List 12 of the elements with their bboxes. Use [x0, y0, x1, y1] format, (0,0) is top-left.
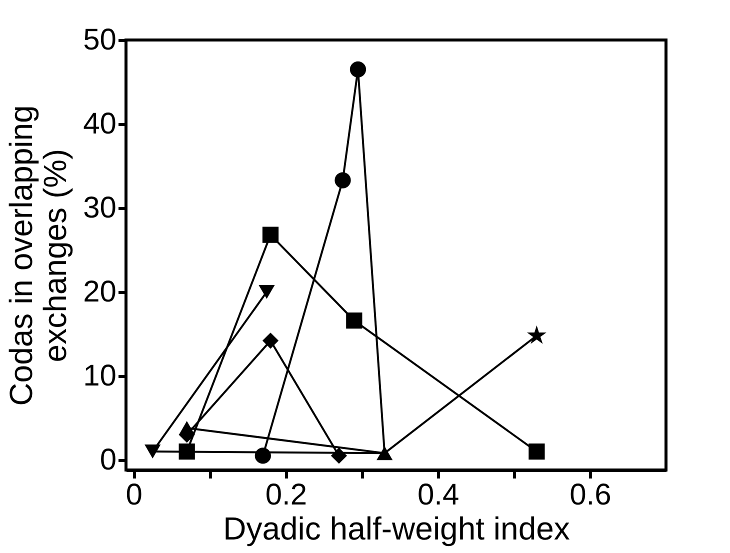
y-tick-label: 30 [83, 191, 116, 224]
y-tick-label: 50 [83, 24, 116, 56]
x-tick-label: 0.6 [570, 478, 612, 512]
x-tick-label: 0.2 [265, 478, 308, 512]
y-tick-label: 0 [100, 443, 116, 476]
y-tick-label: 20 [83, 275, 116, 308]
y-tick-label: 40 [83, 107, 116, 140]
y-tick-label: 10 [83, 359, 116, 392]
x-tick-label: 0.4 [417, 478, 460, 512]
x-tick-label: 0 [126, 478, 142, 512]
y-axis-title: Codas in overlapping exchanges (%) [3, 105, 74, 406]
x-axis-title: Dyadic half-weight index [223, 510, 570, 546]
